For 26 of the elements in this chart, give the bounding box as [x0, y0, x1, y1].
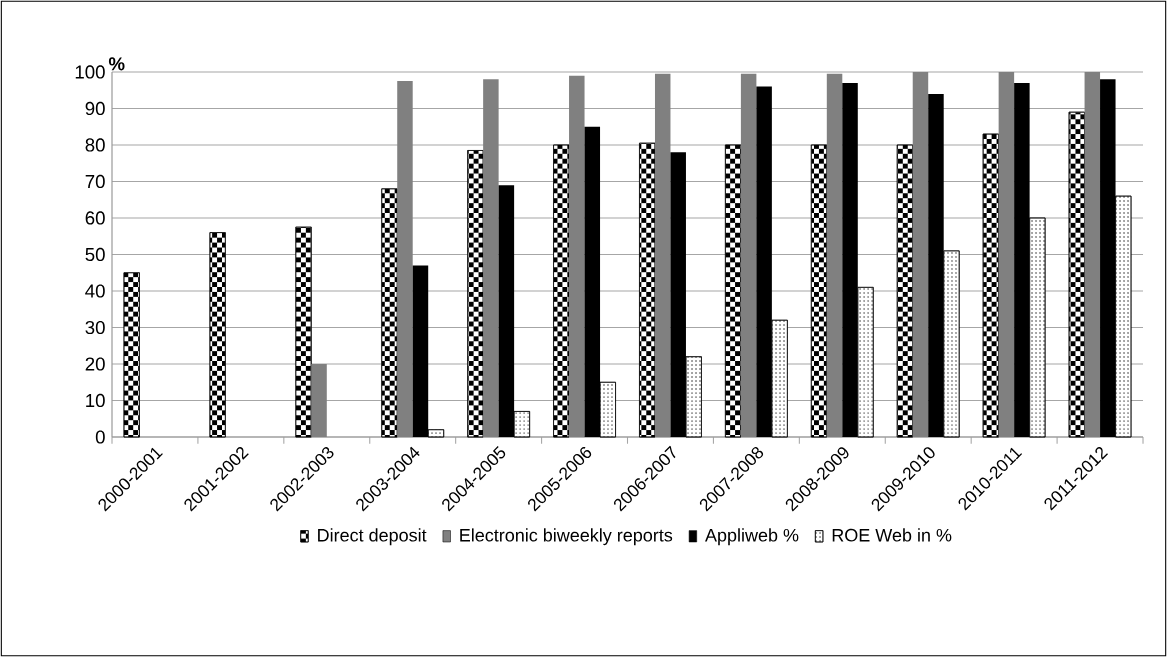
y-tick-label: 100: [75, 65, 105, 79]
legend-label: ROE Web in %: [832, 528, 952, 542]
bar: [998, 72, 1015, 437]
bar: [311, 364, 327, 437]
y-axis-title: %: [108, 57, 125, 71]
bar: [912, 72, 929, 437]
y-tick-label: 80: [85, 138, 105, 152]
bar: [654, 73, 671, 437]
bar: [569, 75, 585, 437]
bar: [1084, 72, 1101, 437]
y-tick-label: 50: [85, 247, 105, 262]
bar: [740, 73, 757, 437]
legend-label: Electronic biweekly reports: [460, 528, 673, 546]
legend-label: Direct deposit: [318, 528, 427, 546]
y-tick-label: 30: [85, 320, 105, 335]
bar: [397, 81, 413, 437]
y-tick-label: 10: [86, 393, 105, 408]
bar: [483, 79, 499, 437]
legend-label: Appliweb %: [705, 528, 799, 546]
y-tick-label: 40: [85, 284, 105, 298]
y-tick-label: 0: [95, 430, 105, 444]
y-tick-label: 70: [85, 174, 105, 189]
y-tick-label: 90: [85, 101, 105, 116]
bar: [826, 73, 843, 437]
y-tick-label: 20: [85, 357, 105, 371]
y-tick-label: 60: [85, 211, 105, 225]
